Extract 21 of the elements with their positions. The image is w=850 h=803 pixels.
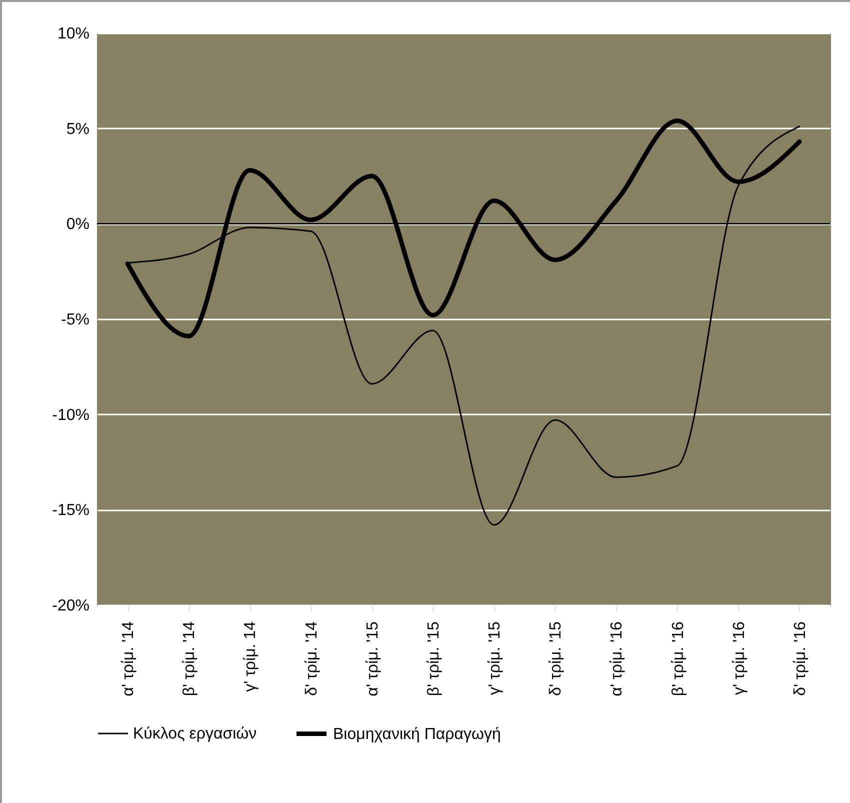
x-tick-label: δ' τρίμ. '15 [548, 621, 565, 696]
x-tick-label: γ' τρίμ. '15 [486, 621, 504, 695]
legend-label: Βιομηχανική Παραγωγή [333, 726, 501, 743]
x-tick-label: δ' τρίμ. '16 [792, 621, 809, 696]
x-tick-label: γ' τρίμ. '16 [730, 621, 748, 695]
x-tick-label: α' τρίμ. '16 [608, 621, 626, 696]
y-tick-label: 0% [66, 216, 90, 234]
x-tick-label: γ' τρίμ. 14 [242, 621, 260, 692]
y-tick-label: -10% [52, 406, 90, 424]
x-tick-label: δ' τρίμ. '14 [303, 621, 320, 696]
x-tick-label: β' τρίμ. '14 [181, 621, 198, 696]
x-tick-label: β' τρίμ. '16 [670, 621, 687, 696]
y-tick-label: -5% [61, 312, 90, 328]
y-tick-label: 5% [66, 120, 90, 138]
y-tick-label: -20% [52, 598, 90, 614]
legend-label: Κύκλος εργασιών [133, 726, 257, 742]
x-tick-label: α' τρίμ. '15 [364, 621, 382, 696]
x-tick-label: α' τρίμ. '14 [120, 621, 138, 696]
x-tick-label: β' τρίμ. '15 [425, 621, 442, 696]
y-tick-label: 10% [57, 26, 90, 42]
y-tick-label: -15% [52, 502, 90, 520]
